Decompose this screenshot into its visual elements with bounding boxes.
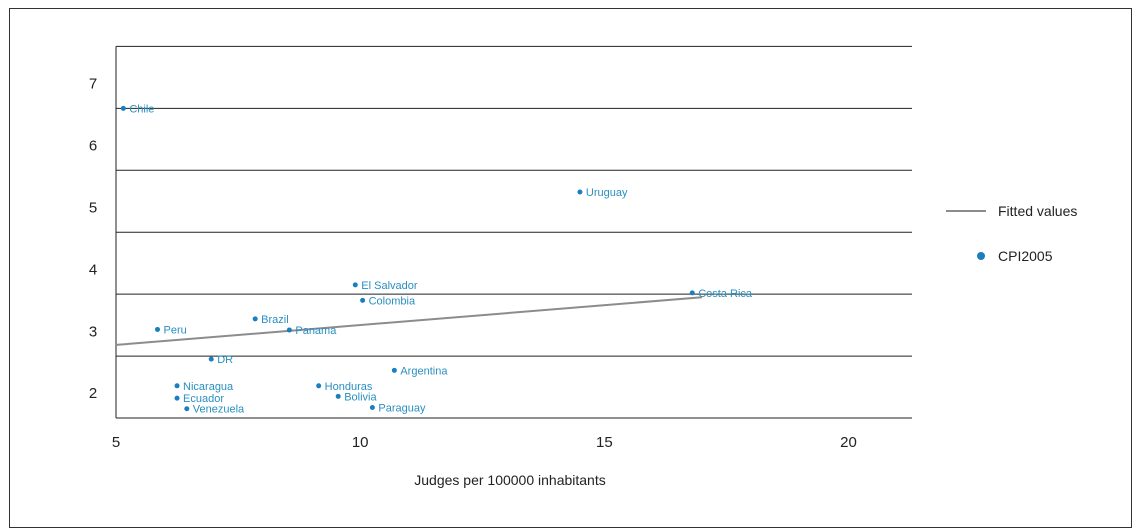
data-point [577,189,583,195]
point-label: Argentina [400,365,448,377]
y-tick-label: 7 [89,76,97,93]
legend: Fitted values CPI2005 [946,203,1077,264]
x-tick-label: 15 [596,434,613,451]
point-label: Peru [164,324,187,336]
data-point [174,383,180,389]
point-label: Honduras [325,381,373,393]
point-labels: Chile Uruguay El Salvador Colombia Costa Ric… [129,103,753,415]
point-label: DR [217,354,233,366]
gridlines [115,45,912,419]
legend-fitted-values: Fitted values [998,203,1077,219]
x-tick-label: 10 [352,434,369,451]
point-label: Ecuador [183,393,224,405]
point-label: Paraguay [378,402,426,414]
data-point [252,316,258,322]
x-tick-label: 20 [840,434,857,451]
x-axis-label: Judges per 100000 inhabitants [414,472,605,488]
data-point [352,282,358,288]
y-axis-ticks: 2 3 4 5 6 7 [89,76,97,403]
legend-cpi-dot-swatch [977,252,985,260]
x-tick-label: 5 [112,434,120,451]
data-point [369,404,375,410]
fitted-values-line [115,296,703,346]
y-tick-label: 4 [89,261,97,278]
point-label: Colombia [369,295,416,307]
point-label: Bolivia [344,391,377,403]
data-point [316,383,322,389]
data-point [689,290,695,296]
point-label: El Salvador [361,280,418,292]
data-point [184,406,190,412]
data-points [120,105,695,412]
data-point [360,297,366,303]
y-tick-label: 6 [89,138,97,155]
point-label: Venezuela [193,404,245,416]
point-label: Chile [129,103,154,115]
x-axis-ticks: 5 10 15 20 [112,434,857,451]
y-tick-label: 3 [89,323,97,340]
point-label: Costa Rica [698,288,753,300]
y-tick-label: 5 [89,199,97,216]
scatter-chart: 2 3 4 5 6 7 5 10 15 20 Chile Uruguay El Salvador Co… [89,45,1077,488]
point-label: Nicaragua [183,381,234,393]
data-point [391,367,397,373]
legend-cpi2005: CPI2005 [998,248,1053,264]
data-point [120,105,126,111]
y-tick-label: 2 [89,385,97,402]
point-label: Brazil [261,314,289,326]
fitted-line-layer [115,296,703,346]
data-point [286,327,292,333]
data-point [155,326,161,332]
data-point [208,356,214,362]
data-point [174,395,180,401]
point-label: Uruguay [586,187,628,199]
point-label: Panama [295,325,337,337]
data-point [335,393,341,399]
